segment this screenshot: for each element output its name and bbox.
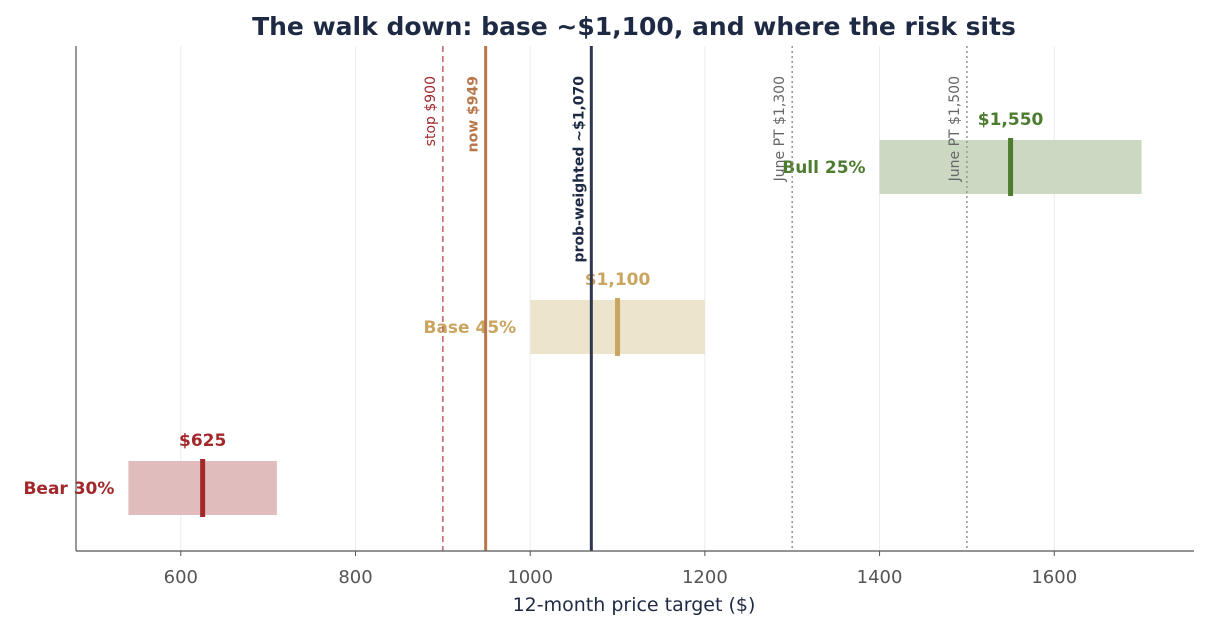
x-tick-label: 1600 (1031, 567, 1077, 588)
scenario-name-label: Bull 25% (782, 158, 865, 178)
scenario-target-mark (615, 298, 621, 356)
scenario-target-label: $1,550 (978, 110, 1044, 130)
scenario-name-label: Base 45% (424, 318, 517, 338)
scenario-name-label: Bear 30% (23, 479, 114, 499)
x-tick-label: 1200 (682, 567, 728, 588)
scenario-target-mark (200, 459, 206, 517)
reference-line-label: June PT $1,300 (772, 76, 788, 182)
reference-line-label: June PT $1,500 (947, 76, 963, 182)
x-tick-label: 600 (164, 567, 198, 588)
reference-line-label: now $949 (466, 76, 482, 152)
scenario-target-label: $625 (179, 431, 226, 451)
scenario-bars: $625 Bear 30% $1,100 Base 45% $1,550 Bull 25% (23, 110, 1142, 517)
axes: 600 800 1000 1200 1400 1600 (75, 46, 1194, 588)
reference-line-label: stop $900 (423, 76, 439, 146)
reference-lines: stop $900 now $949 prob-weighted ~$1,070 Ju… (423, 46, 968, 551)
x-tick-label: 1000 (507, 567, 553, 588)
x-tick-label: 800 (338, 567, 372, 588)
reference-line-label: prob-weighted ~$1,070 (571, 76, 587, 263)
chart-title: The walk down: base ~$1,100, and where t… (252, 12, 1016, 41)
x-axis-label: 12-month price target ($) (513, 594, 756, 616)
scenario-target-label: $1,100 (585, 270, 651, 290)
x-tick-label: 1400 (857, 567, 903, 588)
scenario-target-mark (1008, 138, 1014, 196)
